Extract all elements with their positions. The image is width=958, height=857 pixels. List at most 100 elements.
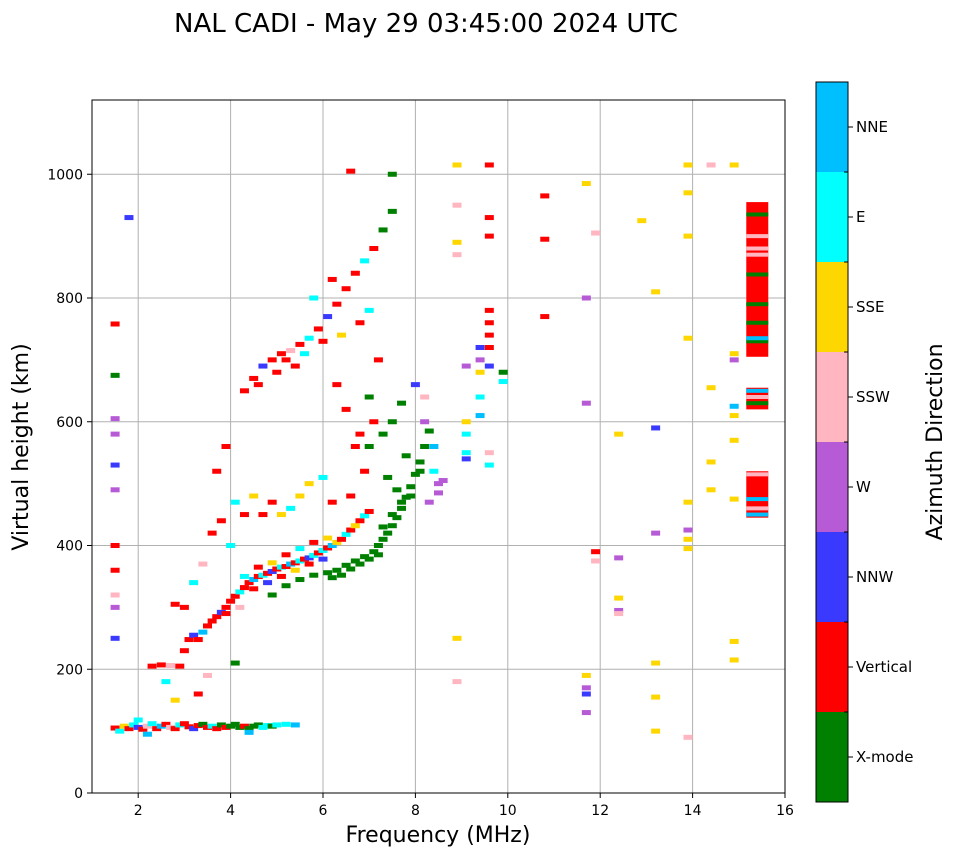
echo-point <box>110 487 120 493</box>
echo-point <box>179 648 189 654</box>
echo-point <box>156 662 166 668</box>
echo-point <box>350 558 360 564</box>
echo-point <box>706 162 716 168</box>
echo-point <box>706 385 716 391</box>
echo-point <box>336 332 346 338</box>
echo-point <box>216 722 226 728</box>
echo-point <box>258 363 268 369</box>
echo-point <box>133 724 143 730</box>
chart-title: NAL CADI - May 29 03:45:00 2024 UTC <box>174 9 678 39</box>
echo-point <box>272 566 282 572</box>
grid <box>92 100 785 793</box>
echo-point <box>110 592 120 598</box>
echo-point <box>226 543 236 548</box>
echo-point <box>360 468 370 474</box>
echo-point <box>475 394 485 400</box>
echo-point <box>581 710 591 716</box>
echo-point <box>683 190 693 196</box>
echo-point <box>355 518 365 524</box>
x-tick-label: 14 <box>684 803 702 819</box>
y-tick-label: 600 <box>56 415 83 431</box>
echo-point <box>415 459 425 465</box>
echo-point <box>378 524 388 530</box>
echo-point <box>410 471 420 477</box>
echo-band-stripe <box>746 506 769 511</box>
echo-point <box>212 726 222 732</box>
echo-point <box>651 289 661 295</box>
echo-point <box>420 419 430 425</box>
echo-point <box>124 726 134 732</box>
echo-band-stripe <box>746 472 769 477</box>
echo-point <box>540 193 550 199</box>
echo-point <box>424 499 434 505</box>
echo-point <box>110 725 120 731</box>
echo-point <box>110 372 120 378</box>
echo-point <box>267 560 277 566</box>
echo-point <box>651 425 661 431</box>
echo-point <box>318 547 328 553</box>
echo-point <box>212 468 222 474</box>
echo-point <box>729 657 739 663</box>
echo-point <box>189 632 199 638</box>
echo-point <box>272 369 282 375</box>
echo-point <box>360 258 370 264</box>
echo-point <box>591 558 601 564</box>
echo-point <box>272 722 282 728</box>
echo-point <box>258 512 268 518</box>
echo-point <box>475 413 485 419</box>
data-points <box>110 162 769 740</box>
echo-point <box>406 493 416 499</box>
echo-point <box>341 531 351 537</box>
echo-point <box>184 724 194 730</box>
x-tick-label: 2 <box>134 803 143 819</box>
echo-point <box>235 604 245 610</box>
echo-point <box>327 543 337 548</box>
echo-point <box>212 614 222 620</box>
echo-point <box>683 499 693 505</box>
echo-point <box>276 351 286 357</box>
echo-point <box>295 341 305 347</box>
echo-point <box>651 530 661 536</box>
echo-point <box>207 618 217 624</box>
echo-point <box>110 416 120 422</box>
echo-point <box>332 382 342 388</box>
echo-point <box>729 496 739 502</box>
echo-point <box>226 598 236 604</box>
echo-point <box>581 295 591 301</box>
echo-point <box>383 474 393 480</box>
echo-point <box>484 345 494 350</box>
echo-point <box>184 637 194 643</box>
echo-point <box>364 556 374 562</box>
echo-point <box>281 583 291 589</box>
echo-point <box>350 523 360 529</box>
echo-point <box>263 570 273 576</box>
echo-point <box>244 729 254 735</box>
colorbar-title: Azimuth Direction <box>923 343 948 540</box>
echo-point <box>461 456 471 462</box>
echo-point <box>350 270 360 276</box>
echo-point <box>434 481 443 487</box>
echo-point <box>309 572 319 578</box>
echo-point <box>276 512 286 518</box>
echo-point <box>226 723 236 729</box>
echo-point <box>614 607 624 613</box>
echo-band-stripe <box>746 401 769 406</box>
echo-point <box>484 363 494 369</box>
echo-point <box>581 691 591 697</box>
echo-point <box>124 215 134 221</box>
plot-frame <box>91 99 786 794</box>
echo-point <box>170 726 180 732</box>
echo-point <box>203 672 212 678</box>
echo-point <box>286 348 296 354</box>
echo-point <box>429 444 439 449</box>
x-axis-ticks: 2 4 6 8 10 12 14 16 <box>134 793 794 819</box>
echo-band-stripe <box>746 246 769 251</box>
echo-point <box>651 694 661 700</box>
echo-point <box>683 335 693 341</box>
echo-point <box>323 570 333 576</box>
echo-point <box>429 468 439 474</box>
echo-point <box>452 202 462 208</box>
echo-point <box>276 564 286 570</box>
echo-point <box>373 357 383 363</box>
echo-point <box>332 539 342 545</box>
